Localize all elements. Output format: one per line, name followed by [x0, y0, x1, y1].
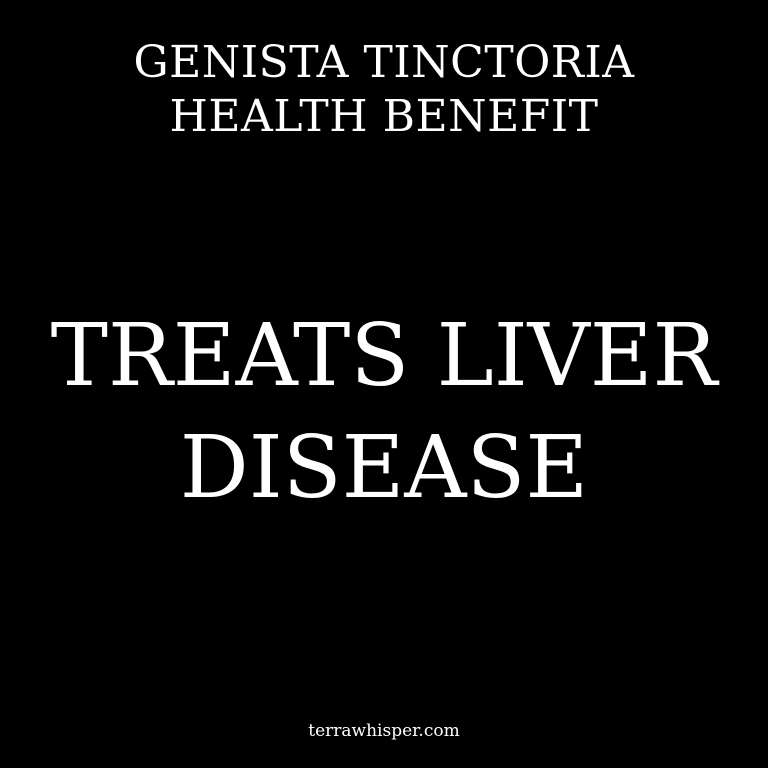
claim-line-2: DISEASE	[179, 418, 589, 518]
plant-name: GENISTA TINCTORIA	[133, 37, 635, 88]
benefit-claim: TREATS LIVER DISEASE	[0, 300, 768, 524]
claim-line-1: TREATS LIVER	[50, 306, 718, 406]
health-benefit-label: HEALTH BENEFIT	[169, 91, 599, 142]
site-credit: terrawhisper.com	[308, 721, 460, 741]
header-title: GENISTA TINCTORIA HEALTH BENEFIT	[0, 36, 768, 144]
